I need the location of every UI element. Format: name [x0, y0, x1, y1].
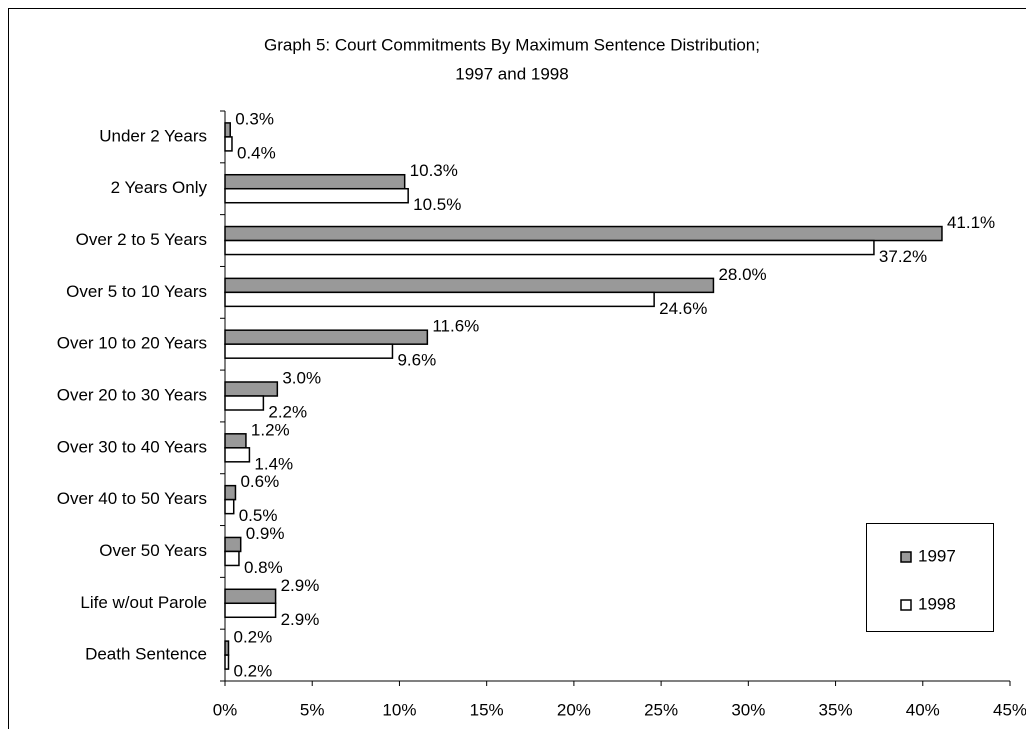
- value-label: 3.0%: [282, 368, 321, 387]
- y-tick-label: Life w/out Parole: [80, 593, 207, 612]
- bar: [224, 654, 230, 670]
- x-tick-label: 10%: [382, 700, 416, 719]
- x-tick-label: 30%: [731, 700, 765, 719]
- bar: [224, 536, 242, 553]
- x-tick-label: 35%: [819, 700, 853, 719]
- x-tick-label: 45%: [993, 700, 1026, 719]
- bar: [224, 225, 943, 242]
- value-label: 0.5%: [239, 506, 278, 525]
- value-label: 2.2%: [268, 402, 307, 421]
- bar: [224, 277, 715, 294]
- bar: [224, 484, 237, 501]
- value-label: 11.6%: [432, 317, 479, 336]
- y-tick-label: Over 30 to 40 Years: [57, 437, 207, 456]
- y-tick-label: Over 40 to 50 Years: [57, 489, 207, 508]
- bar: [224, 395, 265, 411]
- x-tick-label: 40%: [906, 700, 940, 719]
- value-label: 24.6%: [659, 299, 707, 318]
- value-label: 1.4%: [254, 454, 293, 473]
- bar: [224, 329, 429, 345]
- value-label: 9.6%: [397, 351, 436, 370]
- bar: [224, 173, 406, 190]
- x-tick-label: 5%: [300, 700, 325, 719]
- bar: [224, 433, 247, 449]
- y-tick-label: Death Sentence: [85, 645, 207, 664]
- value-label: 1.2%: [251, 420, 290, 439]
- legend-label: 1997: [918, 546, 956, 565]
- bar: [224, 640, 230, 656]
- value-label: 0.6%: [240, 472, 279, 491]
- value-label: 0.3%: [235, 109, 274, 128]
- x-tick-label: 0%: [213, 700, 238, 719]
- bar: [224, 602, 277, 619]
- value-label: 37.2%: [879, 247, 927, 266]
- value-label: 2.9%: [281, 610, 320, 629]
- value-label: 41.1%: [947, 213, 995, 232]
- chart-border: [8, 8, 1026, 729]
- x-tick-label: 20%: [557, 700, 591, 719]
- bar: [224, 291, 655, 308]
- y-tick-label: Over 50 Years: [99, 541, 207, 560]
- value-label: 10.5%: [413, 195, 461, 214]
- value-label: 2.9%: [281, 576, 320, 595]
- bar: [224, 588, 277, 605]
- y-tick-label: Over 5 to 10 Years: [66, 282, 207, 301]
- legend-swatch: [900, 551, 912, 563]
- chart-title: Graph 5: Court Commitments By Maximum Se…: [264, 35, 760, 54]
- y-tick-label: Over 20 to 30 Years: [57, 385, 207, 404]
- bar: [224, 550, 240, 567]
- value-label: 0.4%: [237, 143, 276, 162]
- value-label: 10.3%: [410, 161, 458, 180]
- bar: [224, 343, 394, 359]
- y-tick-label: 2 Years Only: [111, 178, 208, 197]
- value-label: 0.8%: [244, 558, 283, 577]
- bar: [224, 381, 279, 397]
- x-tick-label: 15%: [470, 700, 504, 719]
- bar: [224, 447, 251, 463]
- value-label: 28.0%: [718, 265, 766, 284]
- value-label: 0.9%: [246, 524, 285, 543]
- bar: [224, 122, 231, 138]
- bar: [224, 498, 235, 515]
- y-tick-label: Over 2 to 5 Years: [76, 230, 207, 249]
- legend-box: [866, 523, 994, 632]
- bar: [224, 239, 875, 256]
- chart-title: 1997 and 1998: [455, 64, 568, 83]
- bar: [224, 136, 233, 152]
- y-tick-label: Under 2 Years: [99, 126, 207, 145]
- value-label: 0.2%: [233, 628, 272, 647]
- value-label: 0.2%: [233, 662, 272, 681]
- legend-label: 1998: [918, 594, 956, 613]
- bar: [224, 187, 409, 204]
- y-tick-label: Over 10 to 20 Years: [57, 334, 207, 353]
- x-tick-label: 25%: [644, 700, 678, 719]
- legend-swatch: [900, 599, 912, 611]
